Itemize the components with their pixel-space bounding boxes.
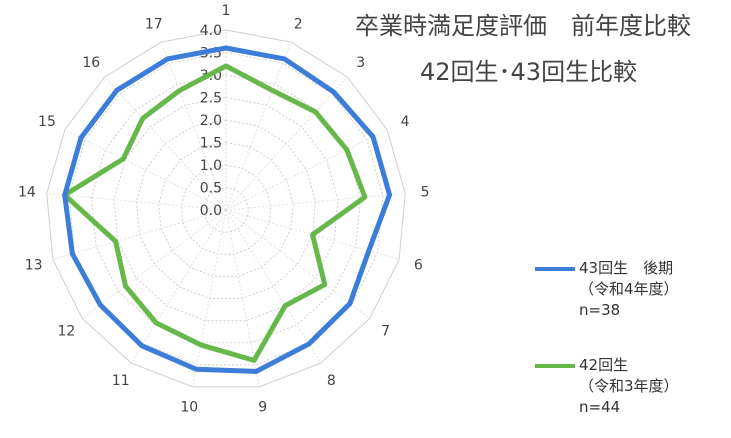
category-label-8: 8 <box>327 373 336 389</box>
grid-ring-1.0 <box>180 164 272 255</box>
spoke-5 <box>225 192 406 211</box>
r-tick-label: 2.5 <box>200 91 222 107</box>
category-label-6: 6 <box>414 258 423 274</box>
category-label-12: 12 <box>57 324 75 340</box>
category-label-2: 2 <box>294 17 303 33</box>
legend-item-43: 43回生 後期 （令和4年度） n=38 <box>535 258 679 321</box>
legend-swatch-43 <box>535 266 575 271</box>
spoke-17 <box>160 41 227 211</box>
chart-title: 卒業時満足度評価 前年度比較 <box>355 12 691 40</box>
grid-ring-2.5 <box>113 96 339 322</box>
category-label-15: 15 <box>38 114 56 130</box>
category-label-14: 14 <box>18 185 36 201</box>
spoke-8 <box>225 209 322 364</box>
spoke-12 <box>82 209 227 319</box>
legend-label-43-year: （令和4年度） <box>579 280 679 298</box>
spoke-14 <box>46 192 227 211</box>
spoke-13 <box>52 209 227 260</box>
series-line-1 <box>62 63 368 363</box>
r-tick-label: 0.0 <box>200 203 222 219</box>
legend-label-42-n: n=44 <box>579 398 621 416</box>
r-tick-label: 2.0 <box>200 113 222 129</box>
legend-swatch-42 <box>535 363 575 368</box>
spoke-3 <box>225 76 348 211</box>
r-tick-label: 4.0 <box>200 23 222 39</box>
r-tick-label: 1.0 <box>200 158 222 174</box>
spoke-11 <box>130 209 227 364</box>
r-tick-label: 0.5 <box>200 181 222 197</box>
category-label-4: 4 <box>401 114 410 130</box>
legend-label-42-year: （令和3年度） <box>579 377 679 395</box>
category-label-13: 13 <box>25 258 43 274</box>
category-label-9: 9 <box>258 400 267 416</box>
legend-label-43-n: n=38 <box>579 301 621 319</box>
spoke-15 <box>64 129 227 211</box>
spoke-4 <box>225 129 388 211</box>
category-label-16: 16 <box>82 55 100 71</box>
category-label-5: 5 <box>421 185 430 201</box>
grid-ring-4.0 <box>46 29 406 388</box>
legend-item-42: 42回生 （令和3年度） n=44 <box>535 355 679 418</box>
spoke-7 <box>225 209 370 319</box>
category-label-1: 1 <box>222 3 231 19</box>
legend-label-43: 43回生 後期 <box>579 259 674 277</box>
spoke-16 <box>104 76 227 211</box>
grid-ring-2.0 <box>135 119 317 299</box>
grid-ring-0.5 <box>203 186 249 233</box>
spoke-10 <box>192 209 227 388</box>
spoke-2 <box>225 41 292 211</box>
category-label-11: 11 <box>112 373 130 389</box>
category-label-3: 3 <box>356 55 365 71</box>
legend-label-42: 42回生 <box>579 356 629 374</box>
category-label-7: 7 <box>381 324 390 340</box>
category-label-17: 17 <box>145 17 163 33</box>
series-line-0 <box>62 45 393 374</box>
category-label-10: 10 <box>180 400 198 416</box>
chart-subtitle: 42回生･43回生比較 <box>420 58 638 86</box>
r-tick-label: 1.5 <box>200 136 222 152</box>
